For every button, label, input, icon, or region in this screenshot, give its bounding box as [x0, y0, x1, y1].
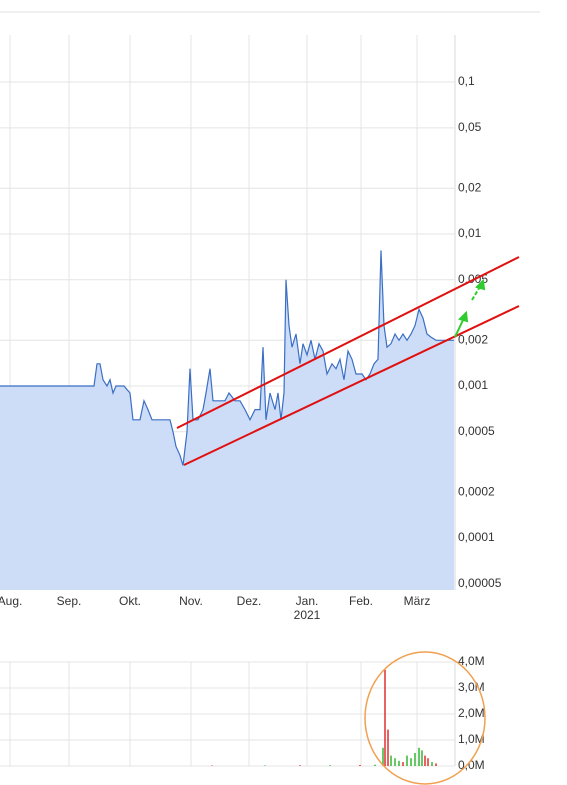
- y-tick-label: 0,0002: [458, 484, 495, 498]
- y-tick-label: 2,0M: [458, 706, 485, 720]
- y-tick-label: 0,0001: [458, 530, 495, 544]
- green-arrows: [454, 278, 486, 338]
- volume-bar: [431, 762, 433, 766]
- volume-bar: [410, 758, 412, 766]
- x-tick-label: Sep.: [57, 594, 82, 608]
- y-tick-label: 0,05: [458, 120, 482, 134]
- x-tick-label: Dez.: [237, 594, 262, 608]
- volume-bar: [424, 755, 426, 766]
- arrow-head: [458, 310, 469, 323]
- x-tick-label: Nov.: [179, 594, 203, 608]
- trend-line-lower: [183, 305, 520, 466]
- y-tick-label: 0,00005: [458, 576, 502, 590]
- x-tick-label: Aug.: [0, 594, 22, 608]
- y-tick-label: 0,002: [458, 332, 488, 346]
- highlight-circle: [364, 651, 486, 785]
- volume-bar: [211, 765, 213, 766]
- price-chart: 0,10,050,020,010,0050,0020,0010,00050,00…: [0, 35, 502, 622]
- volume-bar: [384, 669, 386, 766]
- x-tick-label: Feb.: [349, 594, 373, 608]
- y-tick-label: 3,0M: [458, 680, 485, 694]
- y-tick-label: 4,0M: [458, 654, 485, 668]
- volume-bar: [359, 764, 361, 766]
- price-line: [0, 250, 454, 466]
- arrow: [454, 317, 465, 338]
- volume-bar: [414, 753, 416, 766]
- volume-bar: [374, 764, 376, 766]
- y-tick-label: 0,1: [458, 74, 475, 88]
- volume-bar: [387, 729, 389, 766]
- volume-bar: [421, 750, 423, 766]
- y-tick-label: 0,02: [458, 180, 482, 194]
- volume-bar: [435, 763, 437, 766]
- volume-bar: [382, 747, 384, 766]
- volume-bar: [406, 755, 408, 766]
- y-tick-label: 0,0005: [458, 424, 495, 438]
- volume-bar: [299, 765, 301, 766]
- year-label: 2021: [294, 608, 321, 622]
- volume-bar: [398, 760, 400, 766]
- volume-chart: 4,0M 3,0M 2,0M 1,0M 0,0M: [0, 654, 485, 772]
- volume-bar: [329, 765, 331, 766]
- volume-bar: [418, 747, 420, 766]
- volume-bar: [402, 762, 404, 766]
- annotations: [176, 256, 520, 785]
- x-tick-label: März: [404, 594, 431, 608]
- volume-bar: [264, 765, 266, 766]
- y-tick-label: 0,01: [458, 226, 482, 240]
- volume-bar: [427, 758, 429, 766]
- x-tick-label: Jan.: [296, 594, 319, 608]
- trend-line-upper: [176, 256, 520, 429]
- arrow-head: [475, 278, 486, 291]
- y-tick-label: 0,0M: [458, 758, 485, 772]
- x-tick-label: Okt.: [119, 594, 141, 608]
- volume-bar: [394, 758, 396, 766]
- y-tick-label: 1,0M: [458, 732, 485, 746]
- y-tick-label: 0,001: [458, 378, 488, 392]
- volume-bar: [390, 755, 392, 766]
- area-fill: [0, 250, 454, 590]
